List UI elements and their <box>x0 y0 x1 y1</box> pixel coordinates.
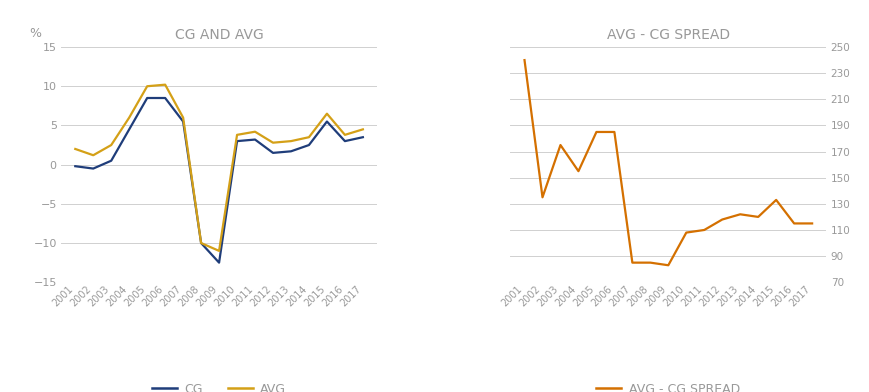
CG <box>322 119 332 124</box>
CG <box>160 96 170 100</box>
Line: AVG - CG SPREAD: AVG - CG SPREAD <box>524 60 811 265</box>
AVG - CG SPREAD <box>680 230 691 235</box>
CG <box>285 149 295 154</box>
Legend: CG, AVG: CG, AVG <box>147 378 291 392</box>
AVG <box>70 147 81 151</box>
CG <box>70 164 81 169</box>
AVG - CG SPREAD <box>699 228 709 232</box>
CG <box>124 127 135 132</box>
AVG - CG SPREAD <box>573 169 583 174</box>
AVG - CG SPREAD <box>591 130 601 134</box>
AVG - CG SPREAD <box>554 143 565 147</box>
AVG - CG SPREAD <box>608 130 619 134</box>
AVG <box>339 132 349 137</box>
AVG <box>357 127 368 132</box>
CG <box>303 143 314 147</box>
CG <box>88 166 98 171</box>
CG <box>177 119 188 124</box>
AVG <box>285 139 295 143</box>
AVG <box>231 132 242 137</box>
AVG <box>196 241 206 245</box>
AVG <box>160 82 170 87</box>
Line: AVG: AVG <box>76 85 362 251</box>
AVG - CG SPREAD <box>770 198 780 202</box>
AVG - CG SPREAD <box>734 212 745 217</box>
CG <box>196 241 206 245</box>
AVG <box>268 140 278 145</box>
CG <box>357 135 368 140</box>
Title: AVG - CG SPREAD: AVG - CG SPREAD <box>606 28 729 42</box>
AVG - CG SPREAD <box>806 221 816 226</box>
AVG - CG SPREAD <box>627 260 637 265</box>
AVG - CG SPREAD <box>662 263 673 268</box>
CG <box>249 137 260 142</box>
AVG <box>124 115 135 120</box>
Legend: AVG - CG SPREAD: AVG - CG SPREAD <box>591 378 745 392</box>
AVG - CG SPREAD <box>752 214 762 219</box>
AVG - CG SPREAD <box>645 260 655 265</box>
CG <box>106 158 116 163</box>
Text: %: % <box>30 27 41 40</box>
AVG <box>106 143 116 147</box>
AVG - CG SPREAD <box>519 58 529 62</box>
AVG <box>142 84 152 89</box>
AVG <box>88 153 98 158</box>
CG <box>231 139 242 143</box>
CG <box>339 139 349 143</box>
CG <box>268 151 278 155</box>
AVG <box>177 115 188 120</box>
Line: CG: CG <box>76 98 362 263</box>
AVG - CG SPREAD <box>716 217 726 222</box>
CG <box>214 260 224 265</box>
AVG <box>249 129 260 134</box>
AVG <box>322 111 332 116</box>
AVG - CG SPREAD <box>788 221 799 226</box>
AVG - CG SPREAD <box>537 195 547 200</box>
CG <box>142 96 152 100</box>
AVG <box>214 249 224 253</box>
AVG <box>303 135 314 140</box>
Title: CG AND AVG: CG AND AVG <box>175 28 263 42</box>
